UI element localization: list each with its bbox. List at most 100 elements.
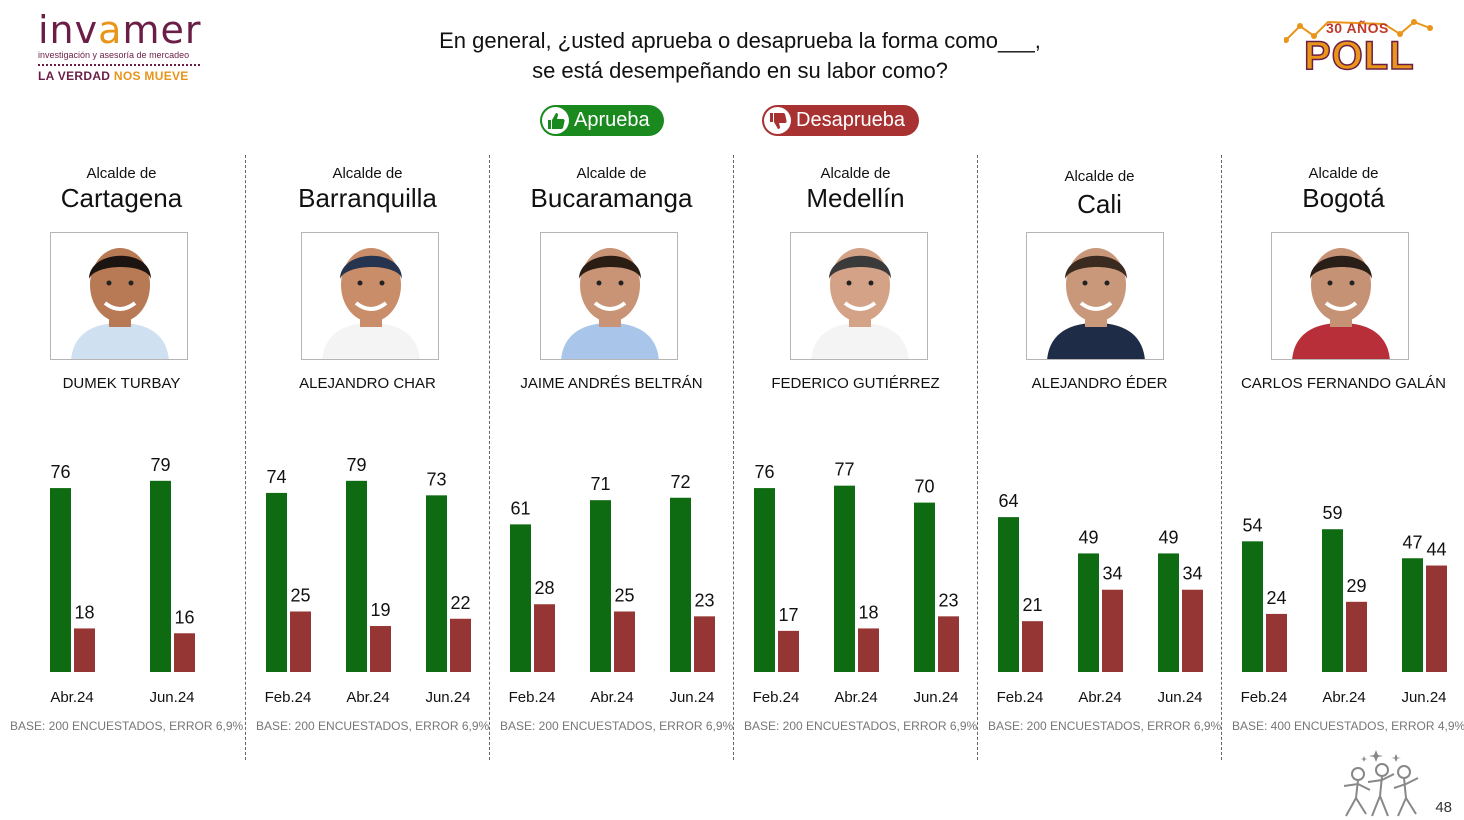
mayor-panel: Alcalde de Barranquilla ALEJANDRO CHAR 74 25… bbox=[246, 150, 489, 750]
data-label-disapprove: 17 bbox=[778, 605, 798, 625]
bar-disapprove bbox=[858, 628, 879, 672]
base-footnote: BASE: 200 ENCUESTADOS, ERROR 6,9% bbox=[256, 719, 490, 733]
data-label-approve: 76 bbox=[754, 462, 774, 482]
panel-subtitle: Alcalde de bbox=[332, 165, 403, 182]
approval-bar-chart: 76 18 Abr.24 79 16 Jun.24 bbox=[50, 455, 195, 706]
question-line-1: En general, ¿usted aprueba o desaprueba … bbox=[439, 28, 1041, 53]
bar-disapprove bbox=[174, 633, 195, 672]
data-label-disapprove: 22 bbox=[450, 593, 470, 613]
survey-question: En general, ¿usted aprueba o desaprueba … bbox=[330, 26, 1150, 86]
data-label-disapprove: 34 bbox=[1182, 564, 1202, 584]
bar-disapprove bbox=[1346, 601, 1367, 672]
data-label-disapprove: 28 bbox=[534, 578, 554, 598]
approval-bar-chart: 76 17 Feb.24 77 18 Abr.24 70 23 Jun.24 bbox=[753, 460, 959, 706]
mayor-panel: Alcalde de Bogotá CARLOS FERNANDO GALÁN 54 2… bbox=[1222, 150, 1464, 750]
question-line-2: se está desempeñando en su labor como? bbox=[532, 58, 948, 83]
x-tick-label: Feb.24 bbox=[509, 689, 556, 706]
x-tick-label: Abr.24 bbox=[590, 689, 633, 706]
bar-disapprove bbox=[290, 611, 311, 672]
data-label-approve: 47 bbox=[1402, 532, 1422, 552]
logo-subtitle: investigación y asesoría de mercadeo bbox=[38, 50, 190, 60]
bar-disapprove bbox=[370, 626, 391, 672]
x-tick-label: Feb.24 bbox=[753, 689, 800, 706]
bar-disapprove bbox=[1102, 589, 1123, 672]
x-tick-label: Jun.24 bbox=[913, 689, 958, 706]
panel-city-title: Bucaramanga bbox=[530, 183, 693, 213]
x-tick-label: Feb.24 bbox=[265, 689, 312, 706]
mayor-photo bbox=[50, 232, 188, 360]
mayor-photo bbox=[790, 232, 928, 360]
base-footnote: BASE: 400 ENCUESTADOS, ERROR 4,9% bbox=[1232, 719, 1464, 733]
x-tick-label: Jun.24 bbox=[149, 689, 194, 706]
mayor-panel: Alcalde de Bucaramanga JAIME ANDRÉS BELTRÁ… bbox=[490, 150, 733, 750]
panel-subtitle: Alcalde de bbox=[820, 165, 891, 182]
bar-approve bbox=[266, 492, 287, 672]
bar-disapprove bbox=[778, 630, 799, 672]
mayor-photo bbox=[1026, 232, 1164, 360]
panel-divider bbox=[977, 155, 978, 760]
data-label-disapprove: 21 bbox=[1022, 595, 1042, 615]
panel-divider bbox=[489, 155, 490, 760]
data-label-disapprove: 34 bbox=[1102, 564, 1122, 584]
x-tick-label: Jun.24 bbox=[1157, 689, 1202, 706]
bar-disapprove bbox=[1182, 589, 1203, 672]
bar-approve bbox=[834, 485, 855, 672]
data-label-disapprove: 19 bbox=[370, 600, 390, 620]
panel-city-title: Medellín bbox=[806, 183, 905, 213]
mayor-name: ALEJANDRO ÉDER bbox=[1031, 375, 1168, 392]
mayor-name: DUMEK TURBAY bbox=[62, 375, 181, 392]
x-tick-label: Jun.24 bbox=[425, 689, 470, 706]
bar-approve bbox=[1402, 558, 1423, 672]
x-tick-label: Feb.24 bbox=[997, 689, 1044, 706]
poll-badge-word: POLL bbox=[1303, 33, 1415, 79]
x-tick-label: Jun.24 bbox=[669, 689, 714, 706]
bar-disapprove bbox=[938, 616, 959, 672]
mayor-name: JAIME ANDRÉS BELTRÁN bbox=[520, 375, 703, 392]
data-label-disapprove: 16 bbox=[174, 607, 194, 627]
data-label-disapprove: 23 bbox=[938, 590, 958, 610]
mayor-name: FEDERICO GUTIÉRREZ bbox=[771, 375, 940, 392]
bar-approve bbox=[510, 524, 531, 672]
bar-approve bbox=[1158, 553, 1179, 672]
data-label-approve: 74 bbox=[266, 467, 286, 487]
bar-disapprove bbox=[534, 604, 555, 672]
data-label-approve: 71 bbox=[590, 474, 610, 494]
poll-badge: 30 AÑOS POLL bbox=[1284, 14, 1434, 84]
data-label-disapprove: 29 bbox=[1346, 576, 1366, 596]
data-label-approve: 54 bbox=[1242, 515, 1262, 535]
panel-subtitle: Alcalde de bbox=[86, 165, 157, 182]
data-label-approve: 79 bbox=[150, 455, 170, 475]
x-tick-label: Abr.24 bbox=[1078, 689, 1121, 706]
bar-disapprove bbox=[614, 611, 635, 672]
data-label-disapprove: 25 bbox=[290, 586, 310, 606]
data-label-approve: 73 bbox=[426, 469, 446, 489]
panel-city-title: Barranquilla bbox=[298, 183, 437, 213]
panel-divider bbox=[733, 155, 734, 760]
bar-approve bbox=[590, 500, 611, 672]
bar-approve bbox=[346, 480, 367, 672]
mayor-panel: Alcalde de Medellín FEDERICO GUTIÉRREZ 76 17… bbox=[734, 150, 977, 750]
base-footnote: BASE: 200 ENCUESTADOS, ERROR 6,9% bbox=[988, 719, 1222, 733]
data-label-disapprove: 18 bbox=[74, 602, 94, 622]
data-label-disapprove: 23 bbox=[694, 590, 714, 610]
bar-approve bbox=[50, 488, 71, 672]
x-tick-label: Jun.24 bbox=[1401, 689, 1446, 706]
legend-disapprove: Desaprueba bbox=[762, 105, 919, 136]
data-label-disapprove: 18 bbox=[858, 602, 878, 622]
mayor-photo bbox=[301, 232, 439, 360]
bar-disapprove bbox=[1266, 613, 1287, 672]
panel-city-title: Cali bbox=[1077, 189, 1122, 219]
panel-city-title: Bogotá bbox=[1302, 183, 1385, 213]
logo-tagline: LA VERDAD NOS MUEVE bbox=[38, 69, 189, 83]
bar-approve bbox=[426, 495, 447, 672]
bar-disapprove bbox=[694, 616, 715, 672]
data-label-approve: 72 bbox=[670, 472, 690, 492]
poll-zigzag-icon bbox=[1284, 19, 1433, 43]
mayor-photo bbox=[1271, 232, 1409, 360]
bar-approve bbox=[914, 502, 935, 672]
data-label-approve: 59 bbox=[1322, 503, 1342, 523]
bar-approve bbox=[1322, 529, 1343, 672]
panel-divider bbox=[1221, 155, 1222, 760]
data-label-approve: 79 bbox=[346, 455, 366, 475]
